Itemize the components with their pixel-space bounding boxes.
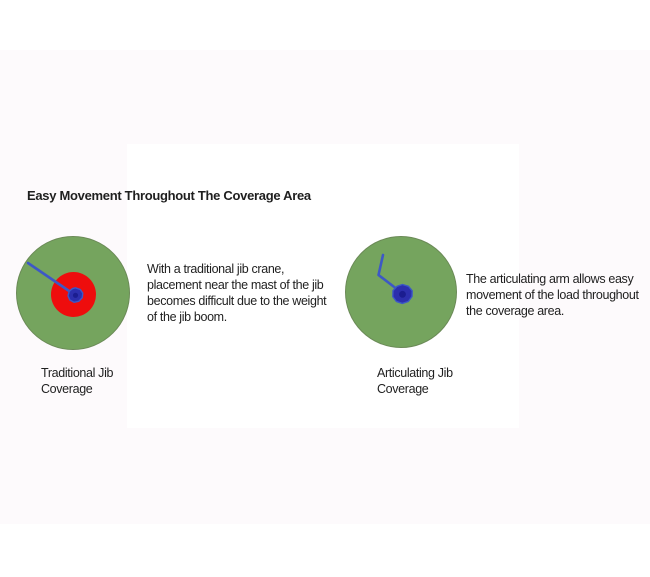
traditional-coverage-label: Traditional Jib Coverage <box>41 366 114 396</box>
description-line: With a traditional jib crane, <box>147 262 285 276</box>
description-line: The articulating arm allows easy <box>466 272 634 286</box>
page-title: Easy Movement Throughout The Coverage Ar… <box>27 188 311 203</box>
articulating-coverage-label: Articulating Jib Coverage <box>377 366 453 396</box>
description-line: the coverage area. <box>466 304 564 318</box>
description-line: of the jib boom. <box>147 310 227 324</box>
description-line: movement of the load throughout <box>466 288 639 302</box>
description-line: becomes difficult due to the weight <box>147 294 327 308</box>
articulating-coverage-circle <box>345 236 457 348</box>
traditional-restricted-zone-circle <box>51 272 96 317</box>
articulating-description: The articulating arm allows easy movemen… <box>466 271 650 319</box>
description-line: placement near the mast of the jib <box>147 278 324 292</box>
traditional-description: With a traditional jib crane, placement … <box>147 261 357 325</box>
